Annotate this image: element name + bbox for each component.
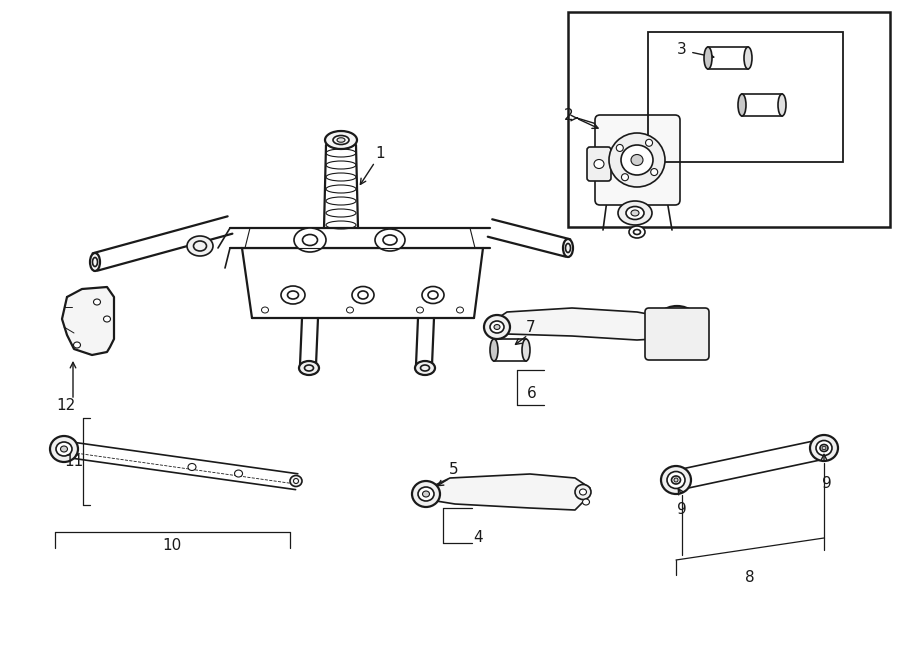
Ellipse shape <box>618 201 652 225</box>
Text: 7: 7 <box>526 321 536 336</box>
Ellipse shape <box>494 325 500 329</box>
Ellipse shape <box>629 226 645 238</box>
Ellipse shape <box>594 159 604 169</box>
Text: 11: 11 <box>65 455 84 469</box>
Ellipse shape <box>820 444 828 451</box>
Ellipse shape <box>188 463 196 471</box>
Ellipse shape <box>667 471 685 488</box>
Bar <box>648 32 843 162</box>
FancyBboxPatch shape <box>645 308 709 360</box>
Ellipse shape <box>575 485 591 500</box>
Polygon shape <box>62 287 114 355</box>
Text: 3: 3 <box>677 42 687 56</box>
Ellipse shape <box>580 489 587 495</box>
Ellipse shape <box>616 145 624 151</box>
Ellipse shape <box>415 361 435 375</box>
Ellipse shape <box>810 435 838 461</box>
Ellipse shape <box>626 206 644 219</box>
Ellipse shape <box>56 442 72 456</box>
Ellipse shape <box>50 436 78 462</box>
Ellipse shape <box>672 324 681 332</box>
Text: 9: 9 <box>822 475 832 490</box>
FancyBboxPatch shape <box>595 115 680 205</box>
Ellipse shape <box>674 478 678 482</box>
Text: 4: 4 <box>473 531 482 545</box>
Ellipse shape <box>822 446 826 449</box>
Ellipse shape <box>744 47 752 69</box>
Ellipse shape <box>738 94 746 116</box>
Ellipse shape <box>94 299 101 305</box>
Ellipse shape <box>235 470 242 477</box>
Ellipse shape <box>262 307 268 313</box>
Ellipse shape <box>661 313 693 343</box>
Ellipse shape <box>74 342 80 348</box>
Ellipse shape <box>60 446 68 452</box>
Ellipse shape <box>645 139 652 146</box>
Bar <box>568 12 890 227</box>
Text: 10: 10 <box>162 537 182 553</box>
Polygon shape <box>492 308 677 340</box>
Ellipse shape <box>352 286 374 303</box>
Ellipse shape <box>294 228 326 252</box>
Ellipse shape <box>337 137 345 142</box>
Ellipse shape <box>621 145 653 175</box>
Ellipse shape <box>661 466 691 494</box>
Ellipse shape <box>490 339 498 361</box>
Ellipse shape <box>418 487 434 501</box>
Text: 12: 12 <box>57 399 76 414</box>
Ellipse shape <box>346 307 354 313</box>
Ellipse shape <box>281 286 305 304</box>
Ellipse shape <box>631 155 643 165</box>
Ellipse shape <box>412 481 440 507</box>
Ellipse shape <box>609 133 665 187</box>
Ellipse shape <box>456 307 464 313</box>
Ellipse shape <box>484 315 510 339</box>
Text: 8: 8 <box>745 570 755 586</box>
Ellipse shape <box>522 339 530 361</box>
Ellipse shape <box>622 174 628 180</box>
Ellipse shape <box>290 475 302 486</box>
Ellipse shape <box>563 239 573 257</box>
Ellipse shape <box>422 491 429 497</box>
Ellipse shape <box>704 47 712 69</box>
Ellipse shape <box>417 307 424 313</box>
Ellipse shape <box>299 361 319 375</box>
Polygon shape <box>425 474 590 510</box>
Ellipse shape <box>90 253 100 271</box>
Ellipse shape <box>778 94 786 116</box>
FancyBboxPatch shape <box>587 147 611 181</box>
Ellipse shape <box>668 319 686 336</box>
Ellipse shape <box>490 321 504 333</box>
Ellipse shape <box>187 236 213 256</box>
Ellipse shape <box>325 131 357 149</box>
Ellipse shape <box>653 306 701 350</box>
Ellipse shape <box>422 286 444 303</box>
Text: 9: 9 <box>677 502 687 518</box>
Ellipse shape <box>816 440 832 455</box>
Ellipse shape <box>651 169 658 176</box>
Text: 1: 1 <box>375 145 385 161</box>
Ellipse shape <box>293 479 299 483</box>
Ellipse shape <box>104 316 111 322</box>
Ellipse shape <box>375 229 405 251</box>
Text: 6: 6 <box>527 385 537 401</box>
Text: 5: 5 <box>449 463 459 477</box>
Ellipse shape <box>631 210 639 216</box>
Ellipse shape <box>671 476 680 484</box>
Ellipse shape <box>582 499 590 505</box>
Text: 2: 2 <box>564 108 574 124</box>
